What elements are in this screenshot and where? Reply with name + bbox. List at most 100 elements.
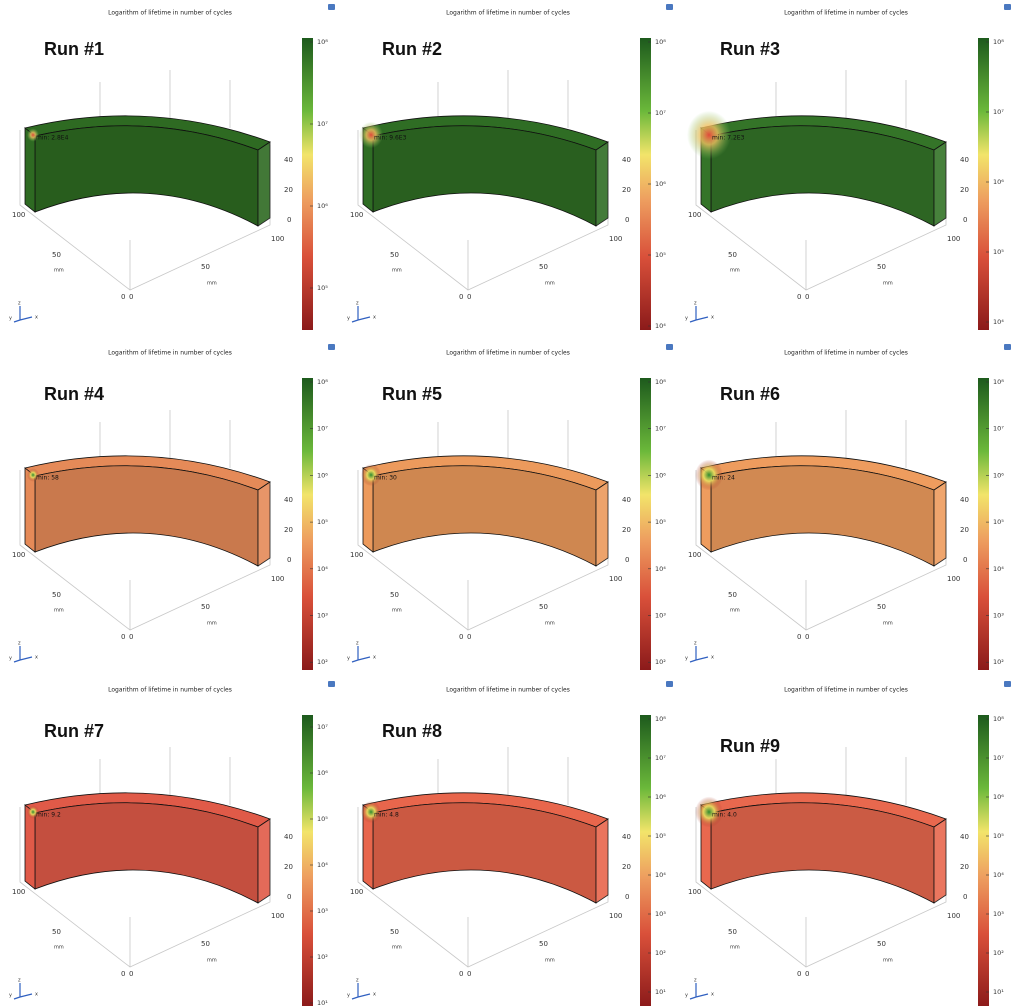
z-axis-label: 20: [622, 526, 631, 534]
min-label: min: 9.6E3: [374, 135, 407, 142]
x-axis-label: 50: [539, 940, 548, 948]
triad-label: y: [9, 993, 12, 999]
x-axis-label: 0: [129, 633, 133, 641]
triad: [690, 306, 708, 322]
triad: [14, 983, 32, 999]
z-axis-label: 40: [284, 496, 293, 504]
z-axis-label: 20: [622, 863, 631, 871]
colorbar-tick-label: 10⁶: [655, 180, 666, 188]
y-axis-label: 100: [12, 211, 25, 219]
run-label: Run #1: [44, 39, 104, 59]
export-icon: [1004, 344, 1011, 350]
colorbar-tick-label: 10³: [655, 612, 666, 620]
x-axis-label: 0: [467, 633, 471, 641]
x-axis-label: 0: [467, 293, 471, 301]
colorbar-tick-label: 10⁵: [993, 832, 1004, 840]
part-right-end: [596, 482, 608, 566]
run-label: Run #5: [382, 384, 442, 404]
colorbar-tick-label: 10⁸: [655, 378, 666, 386]
z-axis-label: 0: [625, 893, 629, 901]
min-label: min: 58: [36, 475, 59, 482]
colorbar-tick-label: 10⁴: [655, 871, 666, 879]
colorbar: [978, 378, 989, 670]
min-label: min: 30: [374, 475, 397, 482]
export-icon: [666, 4, 673, 10]
export-icon: [666, 344, 673, 350]
panel: Logarithm of lifetime in number of cycle…: [347, 681, 673, 1006]
axis-unit: mm: [883, 958, 893, 964]
colorbar-tick-label: 10⁵: [655, 832, 666, 840]
colorbar-tick-label: 10⁶: [317, 769, 328, 777]
y-axis-label: 0: [121, 633, 125, 641]
triad-label: y: [9, 316, 12, 322]
z-axis-label: 0: [963, 556, 967, 564]
export-icon: [328, 344, 335, 350]
axis-unit: mm: [730, 945, 740, 951]
panel: Logarithm of lifetime in number of cycle…: [9, 4, 335, 330]
z-axis-label: 40: [960, 833, 969, 841]
colorbar-tick-label: 10⁵: [993, 248, 1004, 256]
z-axis-label: 40: [622, 156, 631, 164]
y-axis-label: 50: [390, 591, 399, 599]
part-right-end: [934, 819, 946, 903]
x-axis-label: 100: [947, 235, 960, 243]
axis-unit: mm: [54, 608, 64, 614]
colorbar-tick-label: 10⁶: [317, 471, 328, 479]
colorbar-tick-label: 10⁷: [317, 425, 328, 433]
run-label: Run #3: [720, 39, 780, 59]
z-axis-label: 0: [625, 556, 629, 564]
triad-label: y: [347, 316, 350, 322]
y-axis-label: 0: [797, 633, 801, 641]
colorbar-tick-label: 10²: [655, 949, 666, 957]
triad-label: x: [373, 992, 376, 998]
colorbar: [978, 38, 989, 330]
colorbar: [978, 715, 989, 1006]
y-axis-label: 100: [688, 211, 701, 219]
triad-label: x: [373, 655, 376, 661]
export-icon: [666, 681, 673, 687]
triad: [352, 306, 370, 322]
y-axis-label: 100: [12, 888, 25, 896]
triad-label: y: [685, 316, 688, 322]
export-icon: [328, 4, 335, 10]
x-axis-label: 0: [129, 970, 133, 978]
colorbar-tick-label: 10⁸: [655, 38, 666, 46]
y-axis-label: 100: [688, 551, 701, 559]
plot-title: Logarithm of lifetime in number of cycle…: [108, 350, 232, 357]
z-axis-label: 0: [963, 216, 967, 224]
axis-unit: mm: [207, 958, 217, 964]
plot-title: Logarithm of lifetime in number of cycle…: [446, 350, 570, 357]
run-label: Run #9: [720, 736, 780, 756]
colorbar-tick-label: 10⁵: [317, 518, 328, 526]
panel: Logarithm of lifetime in number of cycle…: [685, 344, 1011, 670]
run-label: Run #8: [382, 721, 442, 741]
z-axis-label: 20: [960, 526, 969, 534]
y-axis-label: 0: [459, 293, 463, 301]
colorbar-tick-label: 10²: [317, 953, 328, 961]
triad-label: z: [356, 978, 359, 984]
x-axis-label: 50: [201, 263, 210, 271]
triad-label: x: [711, 992, 714, 998]
y-axis-label: 100: [350, 211, 363, 219]
y-axis-label: 50: [728, 251, 737, 259]
colorbar-tick-label: 10³: [317, 612, 328, 620]
triad-label: x: [711, 655, 714, 661]
triad-label: z: [694, 641, 697, 647]
x-axis-label: 50: [877, 263, 886, 271]
panel: Logarithm of lifetime in number of cycle…: [685, 4, 1011, 330]
z-axis-label: 40: [960, 156, 969, 164]
colorbar-tick-label: 10⁶: [993, 793, 1004, 801]
x-axis-label: 50: [877, 940, 886, 948]
colorbar-tick-label: 10⁸: [317, 378, 328, 386]
axis-unit: mm: [730, 608, 740, 614]
min-label: min: 4.8: [374, 812, 399, 819]
part-right-end: [934, 482, 946, 566]
colorbar-tick-label: 10⁸: [993, 715, 1004, 723]
figure-grid: Logarithm of lifetime in number of cycle…: [0, 0, 1014, 1006]
colorbar-tick-label: 10¹: [317, 999, 328, 1006]
y-axis-label: 50: [52, 251, 61, 259]
z-axis-label: 20: [622, 186, 631, 194]
triad-label: z: [356, 301, 359, 307]
y-axis-label: 50: [390, 251, 399, 259]
colorbar-tick-label: 10⁷: [655, 109, 666, 117]
